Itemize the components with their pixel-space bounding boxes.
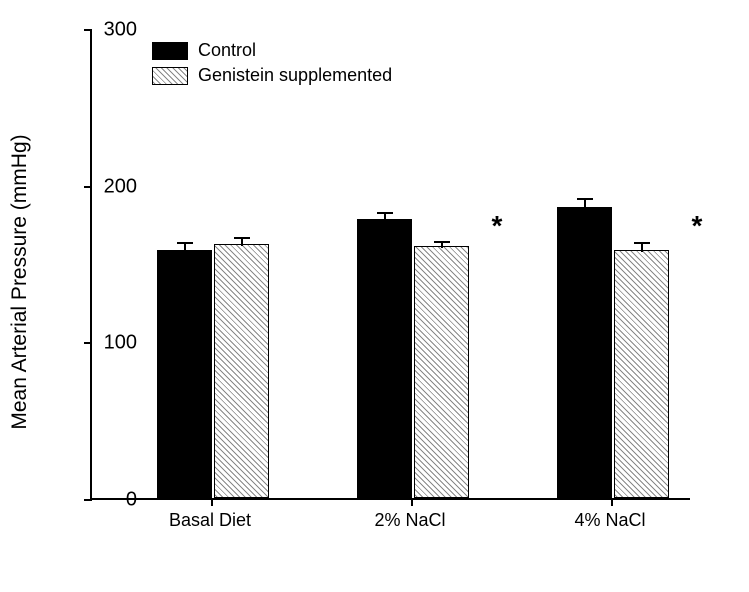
x-tick (211, 498, 213, 506)
x-tick-label: Basal Diet (169, 510, 251, 531)
legend: Control Genistein supplemented (152, 40, 392, 90)
legend-label-genistein: Genistein supplemented (198, 65, 392, 86)
y-tick (84, 499, 92, 501)
bar (557, 207, 612, 498)
x-tick-label: 4% NaCl (574, 510, 645, 531)
x-tick (411, 498, 413, 506)
x-tick (611, 498, 613, 506)
bar (214, 244, 269, 498)
y-tick-label: 200 (104, 175, 137, 198)
y-tick (84, 186, 92, 188)
error-cap (177, 242, 193, 244)
error-bar (641, 243, 643, 252)
error-cap (377, 212, 393, 214)
y-axis-label: Mean Arterial Pressure (mmHg) (8, 134, 32, 429)
error-cap (234, 237, 250, 239)
legend-swatch-genistein (152, 67, 188, 85)
legend-item-control: Control (152, 40, 392, 61)
bar (357, 219, 412, 498)
error-bar (241, 238, 243, 246)
error-bar (584, 199, 586, 208)
error-cap (634, 242, 650, 244)
legend-item-genistein: Genistein supplemented (152, 65, 392, 86)
y-tick-label: 300 (104, 19, 137, 42)
y-tick (84, 342, 92, 344)
x-tick-label: 2% NaCl (374, 510, 445, 531)
significance-marker: * (492, 210, 503, 242)
plot-area: Control Genistein supplemented ** (90, 30, 690, 500)
error-bar (384, 213, 386, 221)
bar (157, 250, 212, 498)
error-cap (434, 241, 450, 243)
error-bar (184, 243, 186, 252)
bar (414, 246, 469, 498)
error-cap (577, 198, 593, 200)
significance-marker: * (692, 210, 703, 242)
y-tick-label: 0 (126, 489, 137, 512)
y-tick (84, 29, 92, 31)
chart-container: Control Genistein supplemented ** Basal … (90, 30, 690, 530)
legend-swatch-control (152, 42, 188, 60)
legend-label-control: Control (198, 40, 256, 61)
y-tick-label: 100 (104, 332, 137, 355)
bar (614, 250, 669, 498)
